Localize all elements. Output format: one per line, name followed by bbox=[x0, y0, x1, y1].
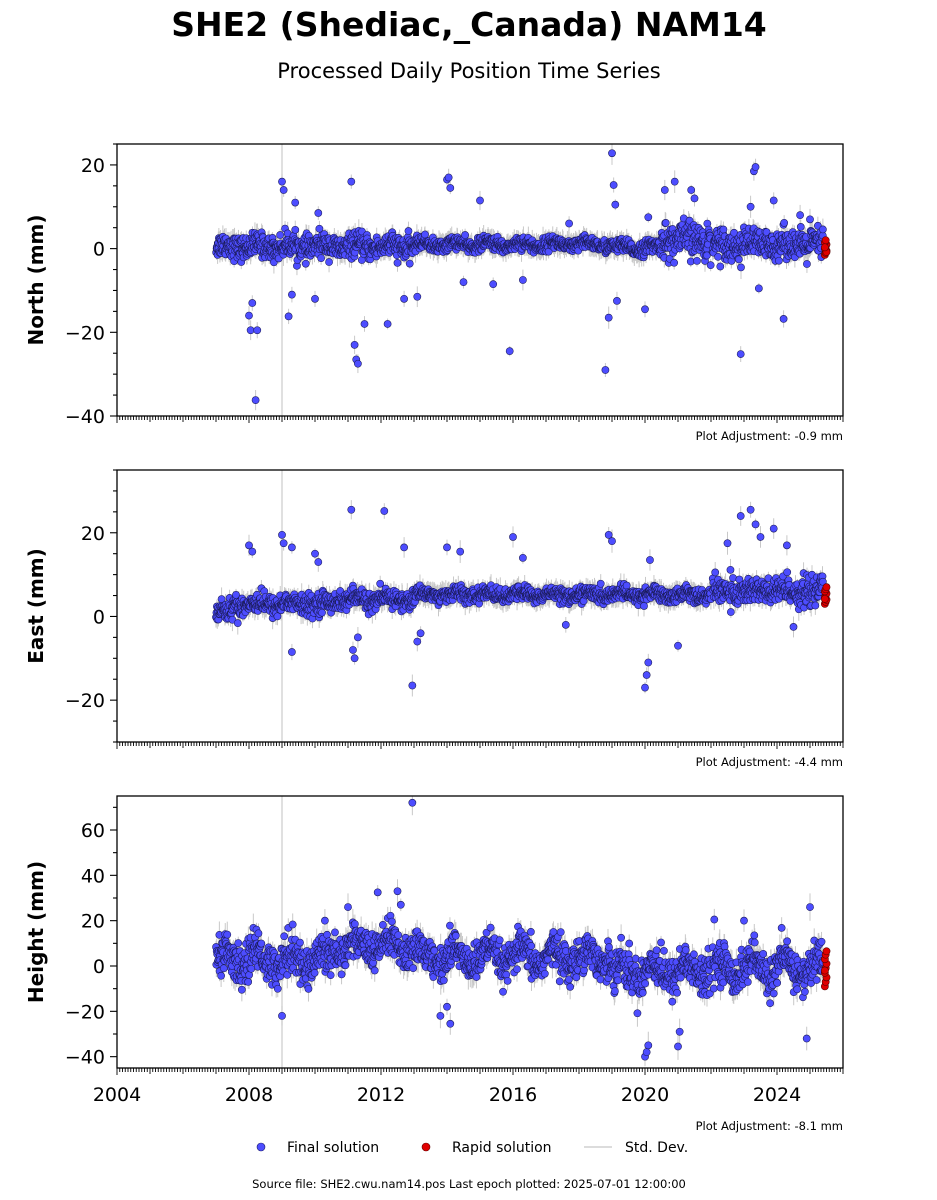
final-point bbox=[737, 263, 745, 272]
final-point bbox=[248, 299, 257, 307]
final-point bbox=[796, 211, 804, 220]
y-tick-label: 20 bbox=[81, 155, 105, 177]
final-point bbox=[459, 278, 468, 286]
final-point bbox=[489, 280, 498, 289]
final-point bbox=[383, 320, 392, 328]
final-point bbox=[714, 252, 722, 261]
north-plot-adjustment: Plot Adjustment: -0.9 mm bbox=[696, 429, 843, 443]
north-rapid-points bbox=[820, 236, 831, 259]
final-point bbox=[613, 297, 621, 305]
final-point bbox=[311, 294, 319, 303]
final-point bbox=[253, 326, 262, 335]
final-point bbox=[301, 259, 310, 268]
final-point bbox=[687, 186, 696, 194]
final-point bbox=[604, 313, 613, 322]
final-point bbox=[601, 366, 610, 374]
final-point bbox=[350, 340, 359, 349]
north-y-label: North (mm) bbox=[24, 214, 48, 345]
final-point bbox=[284, 312, 293, 321]
y-tick-label: 0 bbox=[93, 239, 105, 261]
final-point bbox=[393, 259, 402, 267]
final-point bbox=[251, 396, 260, 404]
final-point bbox=[769, 196, 778, 205]
final-point bbox=[775, 256, 783, 265]
final-point bbox=[796, 223, 805, 231]
final-point bbox=[706, 261, 715, 270]
final-point bbox=[325, 258, 333, 266]
final-point bbox=[444, 173, 453, 182]
final-point bbox=[661, 219, 670, 227]
final-point bbox=[291, 225, 300, 234]
final-point bbox=[803, 260, 811, 268]
final-point bbox=[476, 196, 484, 205]
final-point bbox=[641, 305, 649, 314]
final-point bbox=[245, 311, 253, 320]
rapid-point bbox=[821, 236, 830, 245]
rapid-point bbox=[820, 243, 829, 252]
final-point bbox=[565, 219, 573, 228]
y-tick-label: −20 bbox=[65, 322, 105, 344]
final-point bbox=[751, 163, 760, 171]
final-point bbox=[693, 257, 701, 265]
final-point bbox=[735, 255, 743, 264]
y-tick-label: −40 bbox=[65, 406, 105, 428]
page-subtitle: Processed Daily Position Time Series bbox=[277, 59, 661, 83]
final-point bbox=[347, 177, 356, 186]
north-error-bars bbox=[215, 144, 824, 411]
final-point bbox=[780, 218, 789, 227]
final-point bbox=[404, 227, 413, 235]
north-axes-frame bbox=[116, 143, 844, 417]
final-point bbox=[314, 209, 323, 217]
final-point bbox=[446, 184, 455, 192]
final-point bbox=[405, 259, 414, 268]
final-point bbox=[413, 292, 422, 301]
final-point bbox=[611, 200, 620, 209]
final-point bbox=[291, 198, 300, 207]
final-point bbox=[819, 225, 827, 234]
east-plot-area bbox=[212, 470, 831, 742]
final-point bbox=[360, 320, 369, 328]
final-point bbox=[315, 224, 324, 233]
final-point bbox=[519, 276, 527, 284]
final-point bbox=[317, 254, 325, 262]
final-point bbox=[276, 231, 284, 239]
final-point bbox=[354, 359, 362, 368]
north-plot-area bbox=[212, 144, 831, 416]
final-point bbox=[609, 181, 618, 189]
north-final-points bbox=[212, 149, 827, 404]
final-point bbox=[246, 326, 255, 335]
final-point bbox=[806, 215, 814, 224]
final-point bbox=[716, 262, 725, 271]
final-point bbox=[703, 251, 711, 260]
final-point bbox=[644, 213, 653, 222]
final-point bbox=[400, 294, 408, 303]
final-point bbox=[288, 290, 296, 299]
final-point bbox=[754, 284, 763, 293]
final-point bbox=[690, 194, 699, 203]
north-x-axis bbox=[116, 416, 844, 423]
final-point bbox=[278, 177, 286, 186]
final-point bbox=[670, 258, 679, 267]
final-point bbox=[461, 231, 469, 239]
final-point bbox=[660, 186, 669, 194]
final-point bbox=[505, 347, 514, 356]
north-y-axis: −40 −20 0 20 bbox=[65, 143, 117, 428]
final-point bbox=[670, 177, 679, 186]
final-point bbox=[779, 315, 788, 323]
final-point bbox=[736, 350, 745, 358]
final-point bbox=[746, 202, 755, 211]
final-point bbox=[608, 149, 616, 158]
final-point bbox=[719, 225, 728, 234]
north-panel: −40 −20 0 20 North (mm) Plot Adjustment: -0.9… bbox=[24, 143, 844, 443]
final-point bbox=[421, 230, 429, 239]
final-point bbox=[279, 186, 288, 194]
page-title: SHE2 (Shediac,_Canada) NAM14 bbox=[171, 5, 767, 44]
